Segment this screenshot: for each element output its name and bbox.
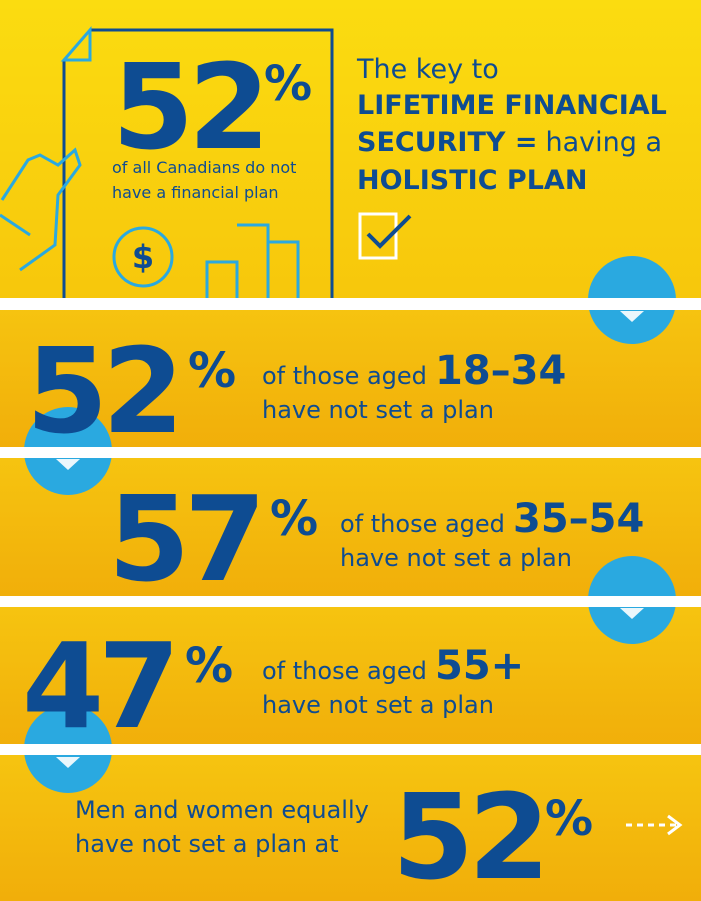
headline: The key to — [356, 54, 499, 85]
caption: of all Canadians do not — [112, 158, 296, 177]
panel-age: 35–54 — [513, 496, 644, 542]
panel-sign: % — [188, 343, 236, 399]
footer-text: have not set a plan at — [75, 830, 339, 858]
headline: LIFETIME FINANCIAL — [357, 90, 667, 121]
header-bg — [0, 0, 701, 300]
headline-bold: SECURITY = — [357, 127, 537, 158]
caption: have a financial plan — [112, 183, 279, 202]
document-icon — [0, 25, 412, 298]
chevrons — [56, 311, 644, 768]
footer-number: 52 — [392, 768, 544, 901]
panel-sign: % — [270, 491, 318, 547]
panel-bg — [0, 300, 701, 450]
footer-text: Men and women equally — [75, 796, 369, 824]
panel-number: 57 — [108, 470, 260, 608]
panel-number: 52 — [26, 322, 178, 460]
headline-rest: having a — [545, 127, 662, 158]
headline: HOLISTIC PLAN — [357, 165, 587, 196]
stat-sign: % — [264, 56, 312, 112]
panel-number: 47 — [22, 617, 174, 755]
panel-text: of those aged — [262, 657, 427, 685]
panel-text: of those aged — [340, 510, 505, 538]
arrow — [626, 814, 683, 836]
panel-age: 55+ — [435, 643, 524, 689]
separators — [0, 298, 701, 755]
currency-icon: $ — [132, 238, 154, 276]
headline: SECURITY = having a — [357, 127, 662, 158]
stat-number: 52 — [112, 38, 264, 176]
panel-bg — [0, 600, 701, 750]
panel-text: have not set a plan — [262, 396, 494, 424]
panel-sign: % — [185, 638, 233, 694]
panel-bg — [0, 750, 701, 901]
footer-sign: % — [545, 791, 593, 847]
panel-text: have not set a plan — [340, 544, 572, 572]
panel-age: 18–34 — [435, 348, 566, 394]
panel-text: have not set a plan — [262, 691, 494, 719]
panel-text: of those aged — [262, 362, 427, 390]
panel-bg — [0, 450, 701, 600]
